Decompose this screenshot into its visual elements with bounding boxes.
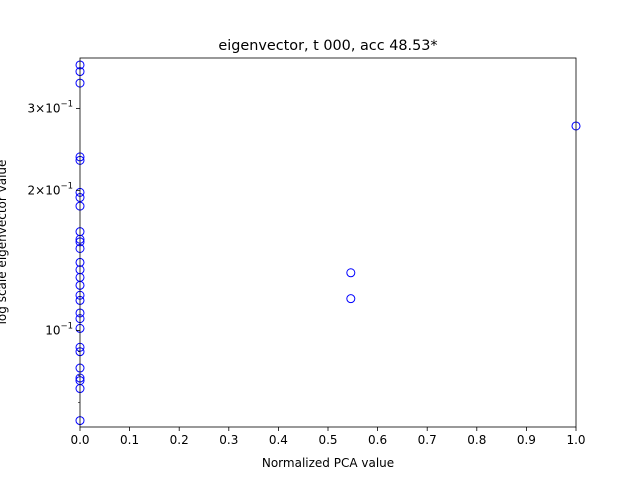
plot-frame [79,57,577,428]
y-tick-label: 2×10−1 [28,181,74,197]
data-point [346,268,356,278]
y-axis-label: log scale eigenvector value [0,160,9,325]
x-tick-label: 0.1 [120,433,139,447]
y-tick-label: 10−1 [45,321,73,337]
x-tick-label: 0.2 [170,433,189,447]
x-tick-label: 0.3 [219,433,238,447]
x-axis-ticks: 0.0 0.1 0.2 0.3 0.4 0.5 0.6 0.7 0.8 0.9 1.0 [70,427,586,447]
x-tick-label: 0.0 [70,433,89,447]
y-tick-label: 3×10−1 [28,99,74,115]
chart-title: eigenvector, t 000, acc 48.53* [218,38,437,54]
x-tick-label: 0.8 [467,433,486,447]
data-point [346,294,356,304]
plot-area [80,58,576,427]
x-tick-label: 0.7 [418,433,437,447]
x-tick-label: 0.5 [318,433,337,447]
x-tick-label: 0.4 [269,433,288,447]
x-tick-label: 1.0 [566,433,585,447]
y-axis-ticks: 3×10−1 2×10−1 10−1 [28,99,80,403]
x-tick-label: 0.9 [517,433,536,447]
x-axis-label: Normalized PCA value [262,456,394,470]
x-tick-label: 0.6 [368,433,387,447]
